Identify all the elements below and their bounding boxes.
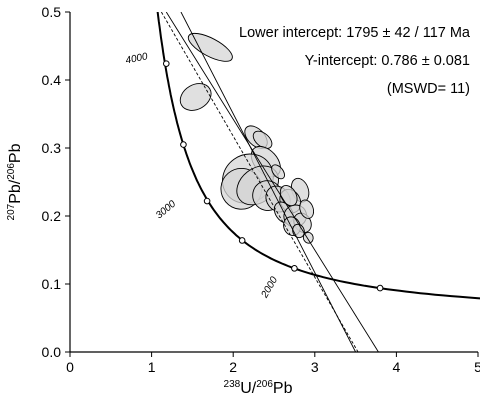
concordia-age-marker — [238, 237, 246, 244]
concordia-age-marker — [376, 284, 384, 292]
axes — [69, 12, 478, 353]
x-tick-label: 4 — [393, 359, 401, 375]
y-axis-title: 207Pb/206Pb — [6, 143, 24, 220]
data-ellipses — [179, 32, 315, 244]
annotation-mswd: (MSWD= 11) — [387, 81, 470, 97]
data-ellipse — [252, 130, 273, 149]
y-tick-label: 0.3 — [42, 140, 62, 156]
data-ellipse — [179, 83, 212, 111]
y-ticks: 0.0 0.1 0.2 0.3 0.4 0.5 — [42, 4, 70, 360]
regression-lines — [161, 12, 379, 352]
concordia-age-label: 3000 — [154, 198, 178, 221]
x-tick-label: 2 — [229, 359, 237, 375]
y-tick-label: 0.0 — [42, 344, 62, 360]
data-ellipse — [271, 164, 285, 180]
y-tick-label: 0.5 — [42, 4, 62, 20]
regression-line — [161, 12, 359, 352]
y-tick-label: 0.4 — [42, 72, 62, 88]
concordia-age-marker — [162, 60, 170, 67]
annotation-lower-intercept: Lower intercept: 1795 ± 42 / 117 Ma — [239, 25, 471, 41]
concordia-age-label: 2000 — [259, 275, 280, 301]
regression-error-envelope — [180, 12, 357, 352]
concordia-curve — [156, 12, 480, 300]
data-ellipse — [299, 199, 315, 219]
x-tick-label: 3 — [311, 359, 319, 375]
concordia-age-marker — [291, 265, 298, 272]
data-ellipse — [187, 32, 233, 62]
x-tick-label: 1 — [148, 359, 156, 375]
x-axis-title: 238U/206Pb — [224, 379, 293, 397]
concordia-age-label: 4000 — [125, 51, 149, 66]
y-tick-label: 0.2 — [42, 208, 62, 224]
x-tick-label: 5 — [474, 359, 480, 375]
regression-error-envelope — [165, 12, 379, 352]
annotation-y-intercept: Y-intercept: 0.786 ± 0.081 — [305, 53, 470, 69]
concordia-age-marker — [180, 141, 187, 148]
x-tick-label: 0 — [66, 359, 74, 375]
concordia-age-marker — [203, 197, 211, 205]
annotations: Lower intercept: 1795 ± 42 / 117 Ma Y-in… — [239, 25, 471, 97]
x-ticks: 0 1 2 3 4 5 — [66, 352, 480, 375]
y-tick-label: 0.1 — [42, 276, 62, 292]
